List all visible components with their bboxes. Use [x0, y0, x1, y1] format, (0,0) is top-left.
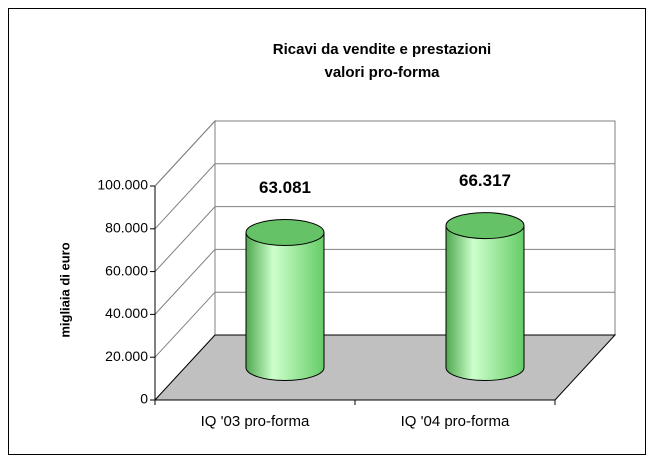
cylinder-body: [245, 232, 325, 381]
cylinder-bar: [245, 219, 325, 381]
y-tick-label: 100.000: [97, 177, 148, 193]
value-label: 63.081: [259, 178, 311, 197]
grid-line: [154, 206, 615, 272]
grid-line: [154, 163, 615, 230]
cylinder-top: [445, 212, 525, 240]
y-tick-label: 0: [140, 391, 148, 407]
y-tick-label: 80.000: [105, 220, 148, 236]
grid-line: [154, 120, 615, 187]
y-tick-label: 60.000: [105, 262, 148, 278]
chart-title: Ricavi da vendite e prestazioni: [273, 41, 491, 58]
floor: [153, 334, 617, 401]
x-tick-label: IQ '04 pro-forma: [401, 413, 510, 430]
y-tick-label: 40.000: [105, 305, 148, 321]
chart-subtitle: valori pro-forma: [324, 64, 440, 81]
cylinder-body: [445, 225, 525, 381]
cylinder-bar: [445, 212, 525, 381]
y-tick-label: 20.000: [105, 348, 148, 364]
value-label: 66.317: [459, 171, 511, 190]
x-tick-label: IQ '03 pro-forma: [201, 413, 310, 430]
y-axis-label: migliaia di euro: [57, 242, 72, 337]
cylinder-top: [245, 219, 325, 247]
